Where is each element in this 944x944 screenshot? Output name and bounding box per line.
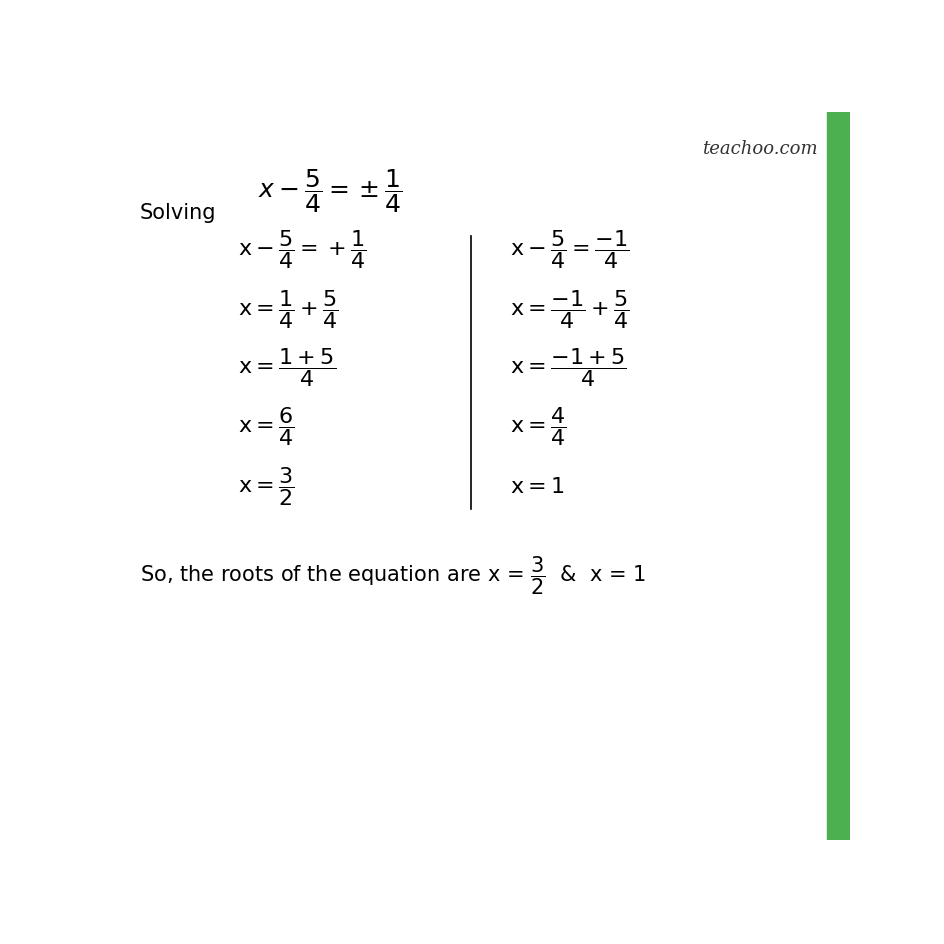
Text: $\mathrm{x} - \dfrac{5}{4} = +\dfrac{1}{4}$: $\mathrm{x} - \dfrac{5}{4} = +\dfrac{1}{…	[238, 228, 366, 271]
Text: $\mathrm{x} = \dfrac{-1 + 5}{4}$: $\mathrm{x} = \dfrac{-1 + 5}{4}$	[509, 346, 626, 389]
Text: $\mathrm{x} = \dfrac{1 + 5}{4}$: $\mathrm{x} = \dfrac{1 + 5}{4}$	[238, 346, 336, 389]
Bar	[826, 113, 850, 840]
Text: $\mathrm{x} = \dfrac{1}{4} + \dfrac{5}{4}$: $\mathrm{x} = \dfrac{1}{4} + \dfrac{5}{4…	[238, 288, 339, 330]
Text: $\mathrm{x} = \dfrac{3}{2}$: $\mathrm{x} = \dfrac{3}{2}$	[238, 464, 295, 508]
Text: $x - \dfrac{5}{4} = \pm\dfrac{1}{4}$: $x - \dfrac{5}{4} = \pm\dfrac{1}{4}$	[258, 167, 401, 215]
Text: Solving: Solving	[140, 203, 216, 223]
Text: $\mathrm{x} = \dfrac{6}{4}$: $\mathrm{x} = \dfrac{6}{4}$	[238, 405, 295, 447]
Text: $\mathrm{x} = \dfrac{4}{4}$: $\mathrm{x} = \dfrac{4}{4}$	[509, 405, 565, 447]
Text: $\mathrm{x} - \dfrac{5}{4} = \dfrac{-1}{4}$: $\mathrm{x} - \dfrac{5}{4} = \dfrac{-1}{…	[509, 228, 629, 271]
Text: $\mathrm{x} = 1$: $\mathrm{x} = 1$	[509, 477, 564, 497]
Text: So, the roots of the equation are x = $\dfrac{3}{2}$  &  x = 1: So, the roots of the equation are x = $\…	[140, 553, 645, 596]
Text: teachoo.com: teachoo.com	[701, 141, 817, 159]
Text: $\mathrm{x} = \dfrac{-1}{4} + \dfrac{5}{4}$: $\mathrm{x} = \dfrac{-1}{4} + \dfrac{5}{…	[509, 288, 629, 330]
